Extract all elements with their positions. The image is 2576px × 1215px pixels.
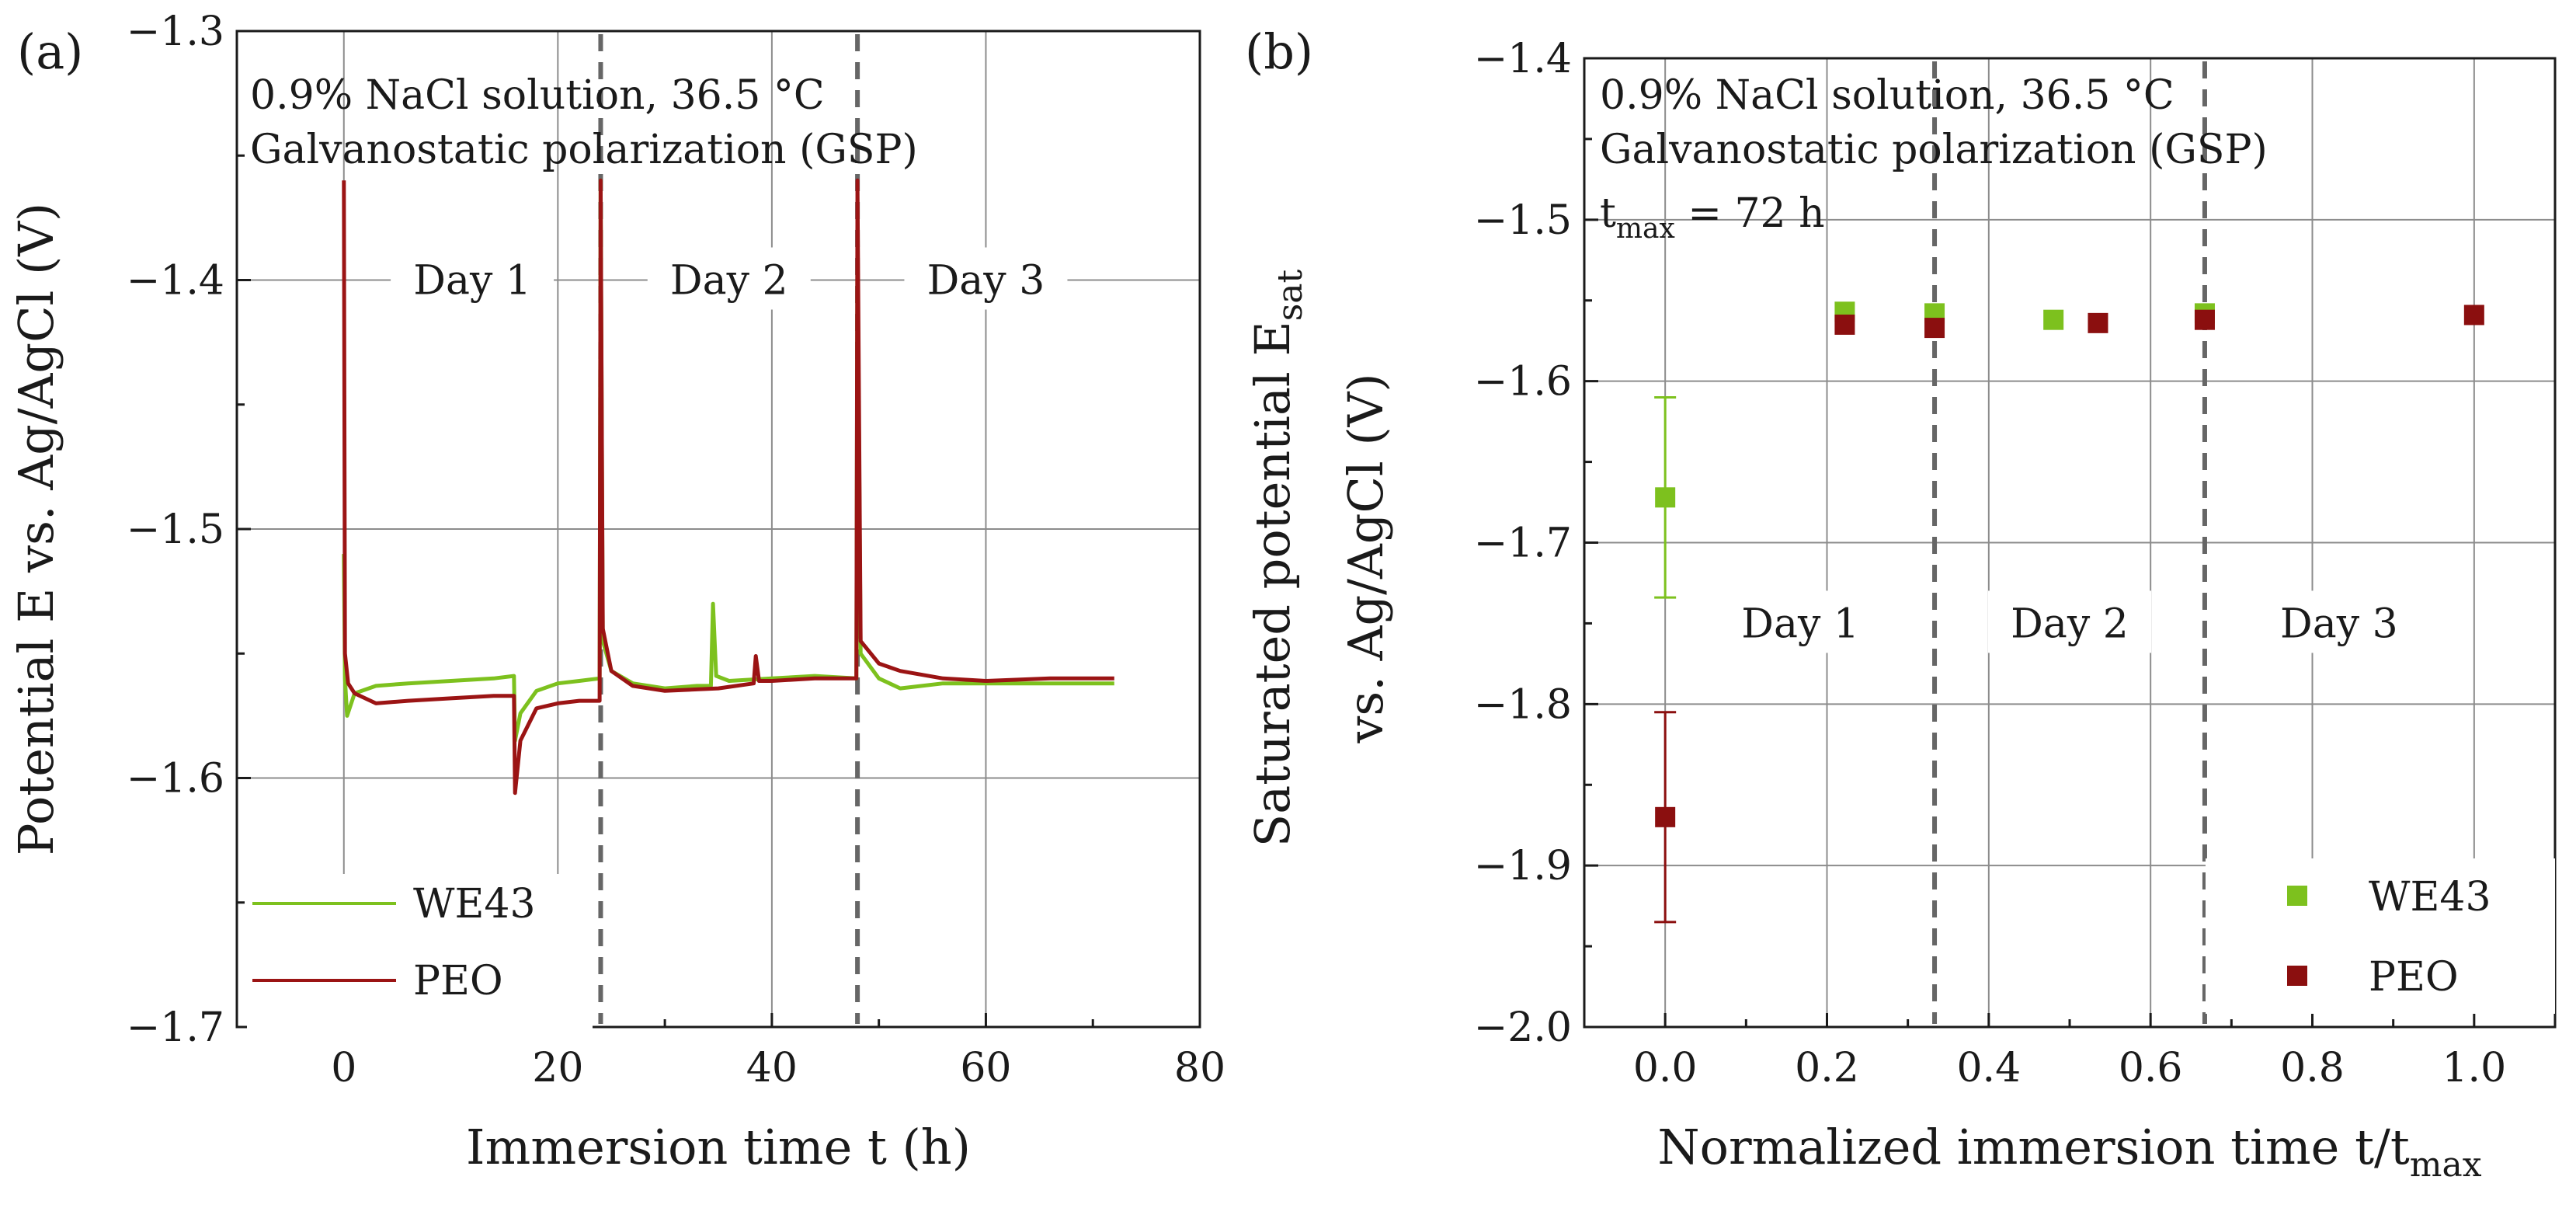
panel-b-peo-point [1834,314,1855,335]
panel-a-x-tick-label: 20 [532,1045,583,1091]
panel-a-y-tick-label: −1.5 [127,507,224,553]
panel-a-day-separators [598,34,860,1024]
panel-b-legend-we43: WE43 [2369,874,2491,921]
panel-b-x-tick-label: 0.0 [1633,1045,1698,1091]
panel-b-x-tick-label: 0.2 [1795,1045,1859,1091]
panel-b-peo-point [1655,806,1676,827]
panel-b-peo-point [2088,312,2108,333]
panel-b-y-tick-label: −1.4 [1474,36,1572,82]
panel-b-y-tick-label: −1.6 [1474,359,1572,406]
panel-b-ticks: 0.0 0.2 0.4 0.6 0.8 1.0 −1.4 −1.5 −1.6 −1.7 −1.8 −1… [1474,36,2506,1091]
panel-a-chart: (a) 0 20 40 60 80 −1.3 −1.4 −1.5 −1.6 −1.7 0.9% N… [8,9,1225,1175]
panel-b-annotation-line-1: 0.9% NaCl solution, 36.5 °C [1600,72,2174,119]
panel-b-legend: WE43 PEO [2206,858,2555,1014]
panel-b-day-separators [1932,61,2207,1024]
panel-b-y-axis-label-sub: sat [1271,269,1310,321]
panel-a-x-tick-label: 60 [960,1045,1011,1091]
panel-b-tmax-subscript: max [1616,213,1675,245]
panel-b-day-label: Day 3 [2280,601,2398,647]
panel-a-day-label-bg [391,247,554,310]
panel-b-y-axis-label-main: Saturated potential E [1244,321,1301,847]
panel-b-y-axis-label-line-2: vs. Ag/AgCl (V) [1337,373,1394,743]
panel-b-annotation-line-2: Galvanostatic polarization (GSP) [1600,127,2268,173]
panel-a-y-tick-label: −1.4 [127,258,224,305]
panel-b-day-label: Day 2 [2011,601,2129,647]
panel-b-legend-peo-marker [2287,966,2307,986]
panel-b-we43-point [1655,487,1676,508]
panel-a-day-label-bg [647,247,811,310]
panel-b-peo-point [2463,305,2484,326]
panel-b-y-tick-label: −1.7 [1474,520,1572,567]
panel-a-day-label-bg [904,247,1068,310]
panel-b-day-labels: Day 1 Day 2 Day 3 [1719,590,2421,653]
panel-a-x-tick-label: 0 [331,1045,356,1091]
panel-a-y-tick-label: −1.7 [127,1004,224,1051]
panel-b-x-axis-label-main: Normalized immersion time t/t [1657,1119,2409,1175]
panel-b-y-axis-label-line-1: Saturated potential Esat [1244,269,1310,847]
panel-a-annotation-line-2: Galvanostatic polarization (GSP) [250,127,918,173]
panel-a-day-label: Day 1 [413,258,531,305]
panel-b-legend-peo: PEO [2369,954,2459,1001]
panel-b-peo-point [1924,318,1945,339]
panel-b-x-tick-label: 0.8 [2280,1045,2345,1091]
panel-a-annotation-line-1: 0.9% NaCl solution, 36.5 °C [250,72,825,119]
panel-b-series [1654,301,2484,924]
panel-a-letter: (a) [17,23,83,80]
panel-b-x-tick-label: 0.6 [2119,1045,2183,1091]
panel-b-peo-point [2194,309,2215,330]
panel-a-ticks: 0 20 40 60 80 −1.3 −1.4 −1.5 −1.6 −1.7 [127,9,1225,1091]
panel-b-tmax-symbol: t [1600,190,1616,237]
panel-b-day-label-bg [2257,590,2421,653]
panel-b-day-label-bg [1719,590,1882,653]
panel-a-x-tick-label: 40 [746,1045,798,1091]
panel-b-y-tick-label: −1.5 [1474,197,1572,244]
panel-b-chart: (b) Day 1 Day 2 Day 3 0.0 0.2 0.4 0.6 0.8 1.0 −1… [1244,23,2557,1185]
panel-b-day-label: Day 1 [1741,601,1859,647]
panel-a-y-tick-label: −1.3 [127,9,224,55]
panel-b-y-tick-label: −1.8 [1474,681,1572,728]
panel-b-letter: (b) [1245,23,1313,80]
panel-a-y-tick-label: −1.6 [127,756,224,802]
panel-b-x-tick-label: 1.0 [2442,1045,2506,1091]
panel-b-x-axis-label-sub: max [2410,1145,2482,1185]
panel-a-day-labels: Day 1 Day 2 Day 3 [391,247,1068,310]
panel-a-y-axis-label: Potential E vs. Ag/AgCl (V) [8,203,64,855]
panel-a-x-axis-label: Immersion time t (h) [466,1119,971,1175]
panel-b-annotation: 0.9% NaCl solution, 36.5 °C Galvanostati… [1600,72,2268,245]
panel-a-legend-peo: PEO [413,958,503,1004]
panel-b-legend-box [2206,858,2555,1014]
panel-a-day-label: Day 2 [670,258,788,305]
panel-a-annotation: 0.9% NaCl solution, 36.5 °C Galvanostati… [250,72,918,173]
panel-a-legend-we43: WE43 [413,881,536,928]
panel-b-tmax-annotation: tmax = 72 h [1600,190,1825,245]
panel-b-legend-we43-marker [2287,886,2307,906]
panel-b-we43-point [2043,309,2064,330]
panel-a-legend: WE43 PEO [247,874,593,1029]
panel-b-x-axis-label: Normalized immersion time t/tmax [1657,1119,2481,1185]
panel-b-y-tick-label: −2.0 [1474,1004,1572,1051]
panel-a-legend-box [247,874,593,1029]
panel-b-tmax-value: = 72 h [1675,190,1825,237]
panel-b-day-label-bg [1988,590,2151,653]
panel-a-series [342,178,1114,795]
panel-a-day-label: Day 3 [927,258,1045,305]
panel-b-y-tick-label: −1.9 [1474,843,1572,889]
panel-a-peo-line [342,178,1114,795]
panel-a-x-tick-label: 80 [1174,1045,1225,1091]
panel-b-x-tick-label: 0.4 [1956,1045,2021,1091]
